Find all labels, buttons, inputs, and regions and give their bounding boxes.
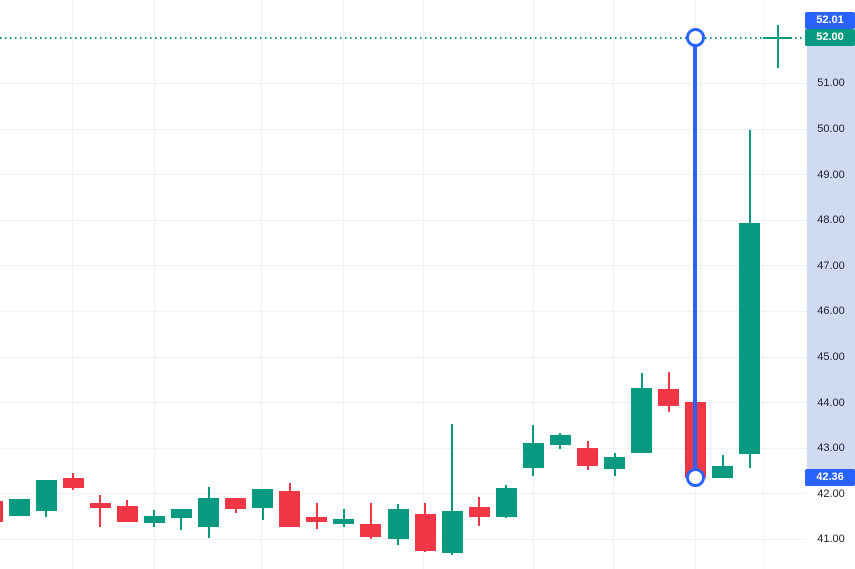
candle-down	[658, 389, 680, 406]
candle-down	[577, 447, 599, 467]
horizontal-gridline	[0, 447, 807, 449]
price-tick-label: 44.00	[817, 396, 845, 409]
price-tick-label: 45.00	[817, 351, 845, 363]
price-tick-label: 48.00	[817, 214, 845, 227]
price-tick-label: 51.00	[817, 77, 845, 90]
candle-wick	[721, 454, 724, 479]
price-dotted-line[interactable]	[0, 37, 807, 39]
price-tick-label: 46.00	[817, 305, 845, 318]
horizontal-gridline	[0, 174, 807, 176]
candle-wick	[99, 495, 102, 528]
candle-up	[170, 508, 192, 518]
drawing-handle-top[interactable]	[685, 27, 705, 47]
candle-up	[631, 388, 653, 454]
candle-up	[712, 466, 734, 479]
candle-up	[387, 509, 409, 540]
horizontal-gridline	[0, 219, 807, 221]
candle-up	[522, 443, 544, 469]
price-tick-label: 43.00	[817, 442, 845, 455]
candle-up	[441, 511, 463, 554]
price-axis[interactable]: 52.01 52.00 42.36 51.00 50.00 49.00 48.00 47…	[805, 0, 855, 569]
candle-wick	[315, 503, 318, 530]
vertical-line-drawing[interactable]	[693, 37, 697, 478]
candle-wick	[451, 424, 454, 555]
candle-down	[89, 502, 111, 509]
vertical-gridline	[423, 0, 424, 569]
horizontal-gridline	[0, 493, 807, 495]
vertical-gridline	[343, 0, 344, 569]
crosshair-cursor-icon	[763, 37, 792, 39]
candle-up	[198, 497, 220, 527]
candle-up	[8, 498, 30, 517]
horizontal-gridline	[0, 310, 807, 312]
candle-down	[360, 524, 382, 537]
price-tick-label: 41.00	[817, 533, 845, 546]
vertical-gridline	[763, 0, 764, 569]
candle-down	[116, 506, 138, 523]
price-line-label: 52.00	[805, 29, 855, 47]
candle-down	[414, 514, 436, 552]
crosshair-cursor-icon	[777, 25, 779, 68]
crosshair-price-label: 52.01	[805, 11, 855, 29]
price-tick-label: 49.00	[817, 168, 845, 181]
candle-up	[333, 519, 355, 524]
candle-up	[495, 488, 517, 518]
vertical-gridline	[261, 0, 262, 569]
axis-selection-highlight	[807, 37, 855, 479]
price-tick-label: 47.00	[817, 259, 845, 272]
candle-up	[604, 456, 626, 470]
horizontal-gridline	[0, 82, 807, 84]
horizontal-gridline	[0, 356, 807, 358]
price-tick-label: 42.00	[817, 487, 845, 500]
candle-up	[143, 516, 165, 523]
candle-wick	[180, 508, 183, 530]
vertical-gridline	[533, 0, 534, 569]
vertical-gridline	[154, 0, 155, 569]
vertical-gridline	[72, 0, 73, 569]
horizontal-gridline	[0, 402, 807, 404]
candle-up	[739, 222, 761, 455]
candle-down	[279, 490, 301, 528]
candle-wick	[369, 502, 372, 540]
candle-up	[35, 480, 57, 512]
plot-area[interactable]	[0, 0, 807, 569]
horizontal-gridline	[0, 128, 807, 130]
drawing-low-price-label: 42.36	[805, 468, 855, 486]
candle-down	[225, 498, 247, 509]
vertical-gridline	[613, 0, 614, 569]
candle-up	[252, 489, 274, 508]
candle-wick	[342, 509, 345, 527]
drawing-handle-bottom[interactable]	[685, 467, 705, 487]
candle-down	[468, 507, 490, 518]
candle-down	[62, 477, 84, 488]
candle-down	[0, 501, 3, 522]
candle-up	[549, 434, 571, 445]
horizontal-gridline	[0, 538, 807, 540]
price-tick-label: 50.00	[817, 123, 845, 135]
candle-down	[306, 516, 328, 523]
horizontal-gridline	[0, 265, 807, 267]
